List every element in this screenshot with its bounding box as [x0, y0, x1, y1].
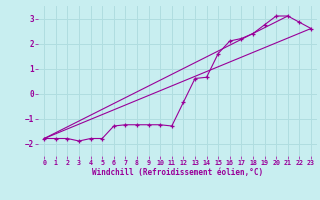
- X-axis label: Windchill (Refroidissement éolien,°C): Windchill (Refroidissement éolien,°C): [92, 168, 263, 177]
